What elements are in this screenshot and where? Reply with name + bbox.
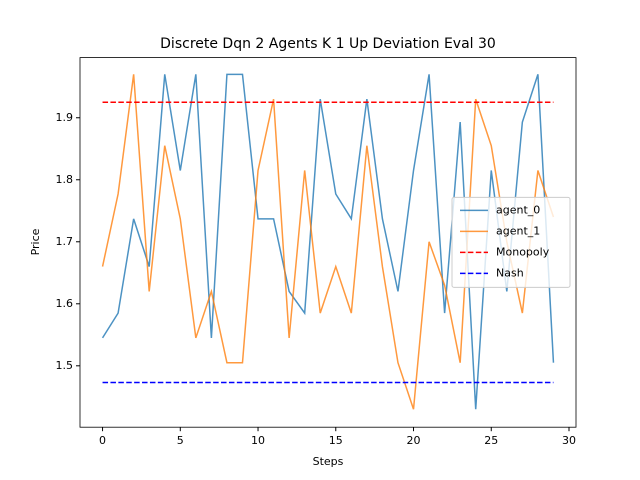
series-line (101, 74, 555, 410)
legend-label: Monopoly (496, 245, 550, 258)
axes-frame (79, 57, 577, 428)
series-line (101, 73, 555, 410)
y-tick-label: 1.9 (56, 111, 74, 124)
x-tick-label: 0 (99, 434, 106, 447)
y-tick-label: 1.7 (56, 235, 74, 248)
x-tick-label: 5 (177, 434, 184, 447)
x-tick-label: 20 (407, 434, 421, 447)
y-tick-label: 1.5 (56, 359, 74, 372)
legend-label: Nash (496, 266, 524, 279)
x-tick-label: 25 (484, 434, 498, 447)
legend-box (451, 196, 571, 288)
y-tick-label: 1.8 (56, 173, 74, 186)
y-tick-label: 1.6 (56, 297, 74, 310)
x-tick-label: 10 (251, 434, 265, 447)
x-tick-label: 15 (329, 434, 343, 447)
x-tick-label: 30 (562, 434, 576, 447)
legend-label: agent_1 (496, 224, 540, 237)
legend-label: agent_0 (496, 203, 540, 216)
chart-title: Discrete Dqn 2 Agents K 1 Up Deviation E… (160, 36, 496, 52)
y-axis-label: Price (29, 228, 42, 255)
x-axis-label: Steps (313, 455, 344, 468)
